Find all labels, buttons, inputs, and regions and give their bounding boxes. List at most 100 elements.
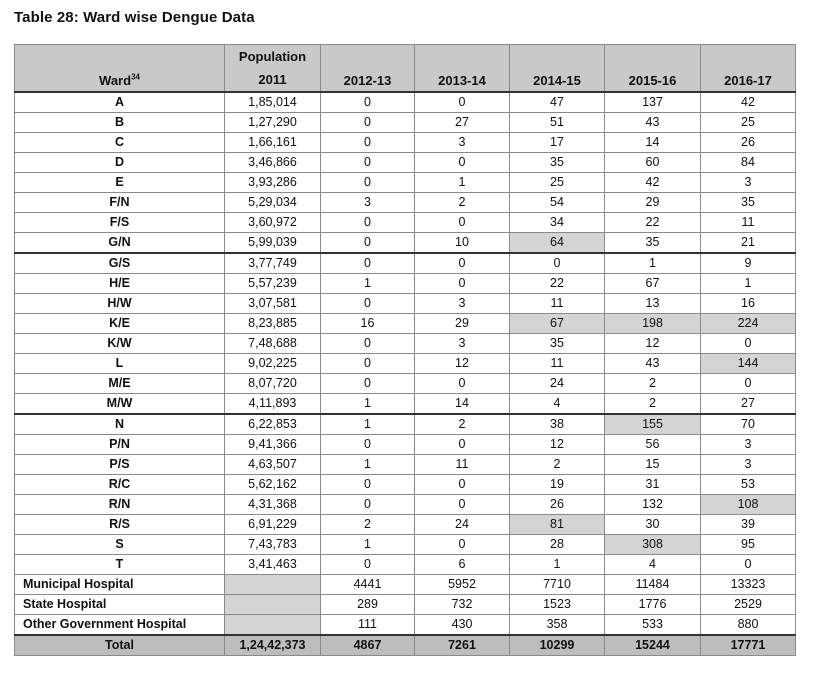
case-count-cell: 0 (320, 554, 415, 575)
case-count-cell: 12 (414, 353, 510, 374)
case-count-cell: 14 (604, 132, 701, 153)
population-cell: 3,60,972 (224, 212, 321, 233)
case-count-cell: 1 (604, 252, 701, 274)
case-count-cell: 42 (700, 91, 796, 113)
table-row: C 1,66,161 0 3 17 14 26 (14, 132, 796, 153)
ward-cell: M/E (14, 373, 225, 394)
case-count-cell: 30 (604, 514, 701, 535)
population-cell: 5,62,162 (224, 474, 321, 495)
case-count-cell: 26 (700, 132, 796, 153)
case-count-cell: 11 (509, 293, 605, 314)
dengue-table: Ward34 Population 2012-13 2013-14 2014-1… (14, 44, 796, 656)
total-row: Total 1,24,42,373 4867 7261 10299 15244 17771 (14, 634, 796, 656)
ward-cell: M/W (14, 393, 225, 415)
case-count-cell: 29 (414, 313, 510, 334)
case-count-cell: 9 (700, 252, 796, 274)
case-count-cell: 0 (320, 353, 415, 374)
case-count-cell: 43 (604, 353, 701, 374)
year-header: 2015-16 (604, 44, 701, 93)
hospital-name-cell: Municipal Hospital (14, 574, 225, 595)
case-count-cell: 0 (414, 373, 510, 394)
table-row: L 9,02,225 0 12 11 43 144 (14, 353, 796, 374)
total-cell: 7261 (414, 634, 510, 656)
case-count-cell: 0 (509, 252, 605, 274)
case-count-cell: 60 (604, 152, 701, 173)
case-count-cell: 34 (509, 212, 605, 233)
case-count-cell: 0 (320, 252, 415, 274)
population-cell: 1,66,161 (224, 132, 321, 153)
population-cell: 6,91,229 (224, 514, 321, 535)
ward-cell: F/S (14, 212, 225, 233)
case-count-cell: 155 (604, 413, 701, 435)
empty-population-cell (224, 614, 321, 636)
case-count-cell: 13323 (700, 574, 796, 595)
case-count-cell: 10 (414, 232, 510, 254)
case-count-cell: 2 (320, 514, 415, 535)
total-cell: 4867 (320, 634, 415, 656)
case-count-cell: 56 (604, 434, 701, 455)
table-row: G/N 5,99,039 0 10 64 35 21 (14, 232, 796, 254)
case-count-cell: 0 (320, 232, 415, 254)
case-count-cell: 29 (604, 192, 701, 213)
case-count-cell: 84 (700, 152, 796, 173)
case-count-cell: 2 (414, 413, 510, 435)
table-row: F/N 5,29,034 3 2 54 29 35 (14, 192, 796, 213)
case-count-cell: 19 (509, 474, 605, 495)
case-count-cell: 198 (604, 313, 701, 334)
population-cell: 8,23,885 (224, 313, 321, 334)
case-count-cell: 43 (604, 112, 701, 133)
case-count-cell: 224 (700, 313, 796, 334)
ward-cell: P/S (14, 454, 225, 475)
case-count-cell: 1523 (509, 594, 605, 615)
case-count-cell: 17 (509, 132, 605, 153)
case-count-cell: 14 (414, 393, 510, 415)
case-count-cell: 51 (509, 112, 605, 133)
ward-cell: B (14, 112, 225, 133)
case-count-cell: 880 (700, 614, 796, 636)
case-count-cell: 0 (320, 152, 415, 173)
population-cell: 3,46,866 (224, 152, 321, 173)
case-count-cell: 0 (320, 132, 415, 153)
case-count-cell: 24 (414, 514, 510, 535)
table-row: T 3,41,463 0 6 1 4 0 (14, 554, 796, 575)
case-count-cell: 0 (320, 212, 415, 233)
case-count-cell: 35 (509, 152, 605, 173)
case-count-cell: 3 (414, 293, 510, 314)
case-count-cell: 35 (604, 232, 701, 254)
case-count-cell: 67 (604, 273, 701, 294)
ward-cell: E (14, 172, 225, 193)
case-count-cell: 11 (414, 454, 510, 475)
population-cell: 5,57,239 (224, 273, 321, 294)
case-count-cell: 3 (320, 192, 415, 213)
case-count-cell: 1 (700, 273, 796, 294)
ward-cell: G/S (14, 252, 225, 274)
case-count-cell: 1 (320, 454, 415, 475)
case-count-cell: 13 (604, 293, 701, 314)
case-count-cell: 1 (320, 413, 415, 435)
case-count-cell: 54 (509, 192, 605, 213)
case-count-cell: 0 (414, 434, 510, 455)
case-count-cell: 1 (320, 273, 415, 294)
case-count-cell: 3 (700, 172, 796, 193)
table-row: E 3,93,286 0 1 25 42 3 (14, 172, 796, 193)
case-count-cell: 732 (414, 594, 510, 615)
year-header: 2014-15 (509, 44, 605, 93)
population-cell: 3,07,581 (224, 293, 321, 314)
hospital-row: Municipal Hospital 4441 5952 7710 11484 13323 (14, 574, 796, 595)
population-cell: 7,43,783 (224, 534, 321, 555)
total-cell: 10299 (509, 634, 605, 656)
table-row: R/S 6,91,229 2 24 81 30 39 (14, 514, 796, 535)
case-count-cell: 24 (509, 373, 605, 394)
case-count-cell: 25 (700, 112, 796, 133)
population-cell: 4,63,507 (224, 454, 321, 475)
case-count-cell: 111 (320, 614, 415, 636)
case-count-cell: 0 (414, 474, 510, 495)
ward-cell: G/N (14, 232, 225, 254)
case-count-cell: 1 (320, 393, 415, 415)
case-count-cell: 1 (414, 172, 510, 193)
case-count-cell: 2 (509, 454, 605, 475)
case-count-cell: 21 (700, 232, 796, 254)
case-count-cell: 53 (700, 474, 796, 495)
case-count-cell: 3 (414, 333, 510, 354)
case-count-cell: 0 (414, 152, 510, 173)
